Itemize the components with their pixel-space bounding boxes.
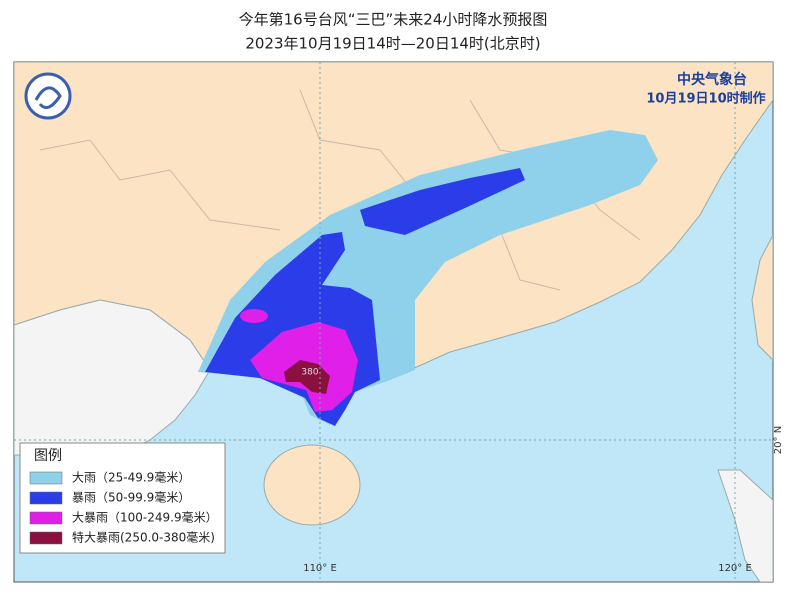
legend-swatch	[29, 471, 63, 485]
subtitle: 2023年10月19日14时—20日14时(北京时)	[245, 35, 540, 53]
map-body: 380	[14, 62, 773, 582]
hainan-island	[263, 444, 361, 526]
philippines-land	[717, 469, 773, 582]
legend-label: 大暴雨（100-249.9毫米）	[72, 510, 218, 525]
province-borders	[39, 89, 641, 291]
legend-swatch	[29, 491, 63, 505]
rain-zone-rainstorm	[360, 168, 525, 235]
legend-label: 特大暴雨(250.0-380毫米)	[72, 530, 215, 545]
lat-label: 20° N	[773, 426, 784, 454]
legend-swatch	[29, 531, 63, 545]
title: 今年第16号台风“三巴”未来24小时降水预报图	[239, 11, 548, 29]
legend: 图例 大雨（25-49.9毫米） 暴雨（50-99.9毫米） 大暴雨（100-249…	[19, 442, 226, 554]
rain-zone-extreme	[284, 360, 330, 394]
taiwan-island	[751, 234, 773, 361]
legend-swatch	[29, 511, 63, 525]
issued-time: 10月19日10时制作	[646, 91, 765, 107]
lon-label: 110° E	[303, 563, 337, 574]
lon-label: 120° E	[718, 563, 752, 574]
rain-zone-heavy-rainstorm	[240, 309, 268, 323]
legend-label: 大雨（25-49.9毫米）	[72, 470, 190, 485]
legend-label: 暴雨（50-99.9毫米）	[72, 490, 190, 505]
peak-label: 380	[301, 368, 318, 378]
agency-name: 中央气象台	[677, 71, 747, 88]
logo-mark	[34, 86, 62, 110]
logo	[24, 72, 72, 120]
legend-title: 图例	[34, 448, 62, 464]
